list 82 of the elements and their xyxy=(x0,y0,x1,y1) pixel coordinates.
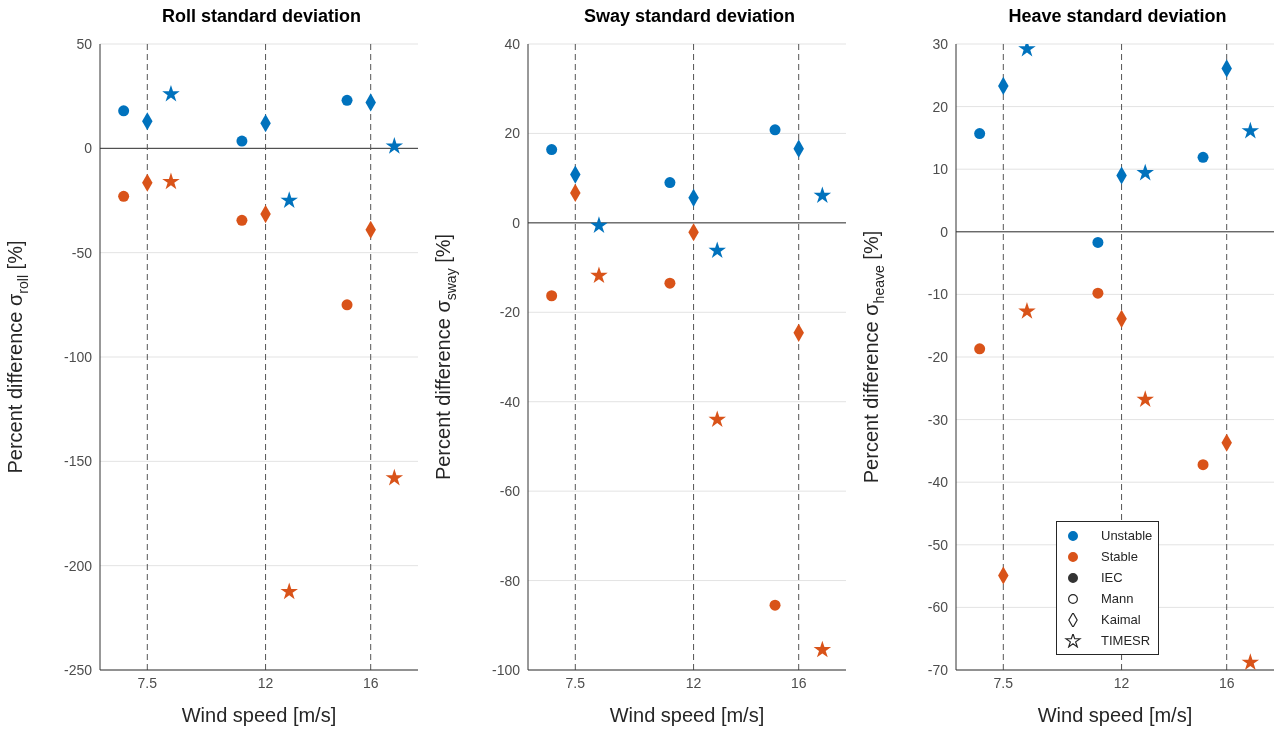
point xyxy=(590,216,608,233)
chart-title: Heave standard deviation xyxy=(1007,5,1228,28)
point xyxy=(769,124,781,136)
point xyxy=(1197,151,1209,163)
y-tick-label: 0 xyxy=(512,214,521,231)
x-axis-title: Wind speed [m/s] xyxy=(1037,704,1193,726)
point xyxy=(1197,459,1209,471)
x-tick-label: 7.5 xyxy=(137,674,158,691)
point xyxy=(546,290,558,302)
legend-label: Mann xyxy=(1101,591,1134,606)
x-tick-label: 12 xyxy=(257,674,274,691)
x-tick-label: 12 xyxy=(685,674,702,691)
point xyxy=(664,277,676,289)
x-tick-label: 12 xyxy=(1113,674,1130,691)
y-tick-label: -20 xyxy=(927,348,949,365)
point xyxy=(974,343,986,355)
legend-label: Stable xyxy=(1101,549,1138,564)
y-tick-label: -60 xyxy=(927,599,949,616)
y-tick-label: -30 xyxy=(927,411,949,428)
x-axis-title: Wind speed [m/s] xyxy=(181,704,337,726)
point xyxy=(1136,163,1154,181)
x-tick-label: 16 xyxy=(1218,674,1235,691)
y-tick-label: -50 xyxy=(927,536,949,553)
x-tick-label: 16 xyxy=(790,674,807,691)
point xyxy=(590,266,608,284)
point xyxy=(1241,653,1260,670)
y-tick-label: -150 xyxy=(63,453,93,470)
y-tick-label: -10 xyxy=(927,286,949,303)
point xyxy=(1092,236,1104,248)
legend-label: IEC xyxy=(1101,570,1123,585)
point xyxy=(236,214,248,226)
y-tick-label: -80 xyxy=(499,572,521,589)
y-tick-label: -40 xyxy=(927,474,949,491)
point xyxy=(813,640,832,658)
legend-label: TIMESR xyxy=(1101,633,1151,648)
y-tick-label: -100 xyxy=(63,348,93,365)
legend-label: Unstable xyxy=(1101,528,1153,543)
y-tick-label: -200 xyxy=(63,557,93,574)
point xyxy=(769,599,781,611)
point xyxy=(341,94,353,106)
x-tick-label: 16 xyxy=(362,674,379,691)
point xyxy=(974,128,986,140)
y-tick-label: 40 xyxy=(504,35,521,52)
point xyxy=(1136,390,1154,408)
y-tick-label: 20 xyxy=(932,98,949,115)
y-tick-label: 0 xyxy=(84,140,93,157)
y-tick-label: 50 xyxy=(76,35,93,52)
y-tick-label: -250 xyxy=(63,661,93,678)
point xyxy=(664,177,676,189)
point xyxy=(341,299,353,311)
y-tick-label: -50 xyxy=(71,244,93,261)
point xyxy=(118,190,130,202)
point xyxy=(236,135,248,147)
y-tick-label: -70 xyxy=(927,661,949,678)
point xyxy=(280,191,298,208)
x-tick-label: 7.5 xyxy=(565,674,586,691)
point xyxy=(385,468,404,486)
point xyxy=(708,410,726,428)
y-tick-label: -100 xyxy=(491,661,521,678)
point xyxy=(162,84,180,102)
point xyxy=(1018,302,1036,319)
y-tick-label: 0 xyxy=(940,223,949,240)
x-tick-label: 7.5 xyxy=(993,674,1014,691)
point xyxy=(385,137,404,154)
y-tick-label: -60 xyxy=(499,483,521,500)
point xyxy=(1241,121,1260,139)
point xyxy=(708,241,726,259)
point xyxy=(813,186,832,204)
point xyxy=(1092,287,1104,299)
y-tick-label: -40 xyxy=(499,393,521,410)
legend-label: Kaimal xyxy=(1101,612,1141,627)
chart-title: Roll standard deviation xyxy=(161,5,362,28)
y-tick-label: 30 xyxy=(932,35,949,52)
point xyxy=(162,172,180,190)
chart-title: Sway standard deviation xyxy=(582,5,797,28)
y-tick-label: -20 xyxy=(499,304,521,321)
y-tick-label: 20 xyxy=(504,125,521,142)
point xyxy=(280,582,298,600)
x-axis-title: Wind speed [m/s] xyxy=(609,704,765,726)
point xyxy=(118,105,130,117)
y-tick-label: 10 xyxy=(932,161,949,178)
point xyxy=(546,144,558,156)
